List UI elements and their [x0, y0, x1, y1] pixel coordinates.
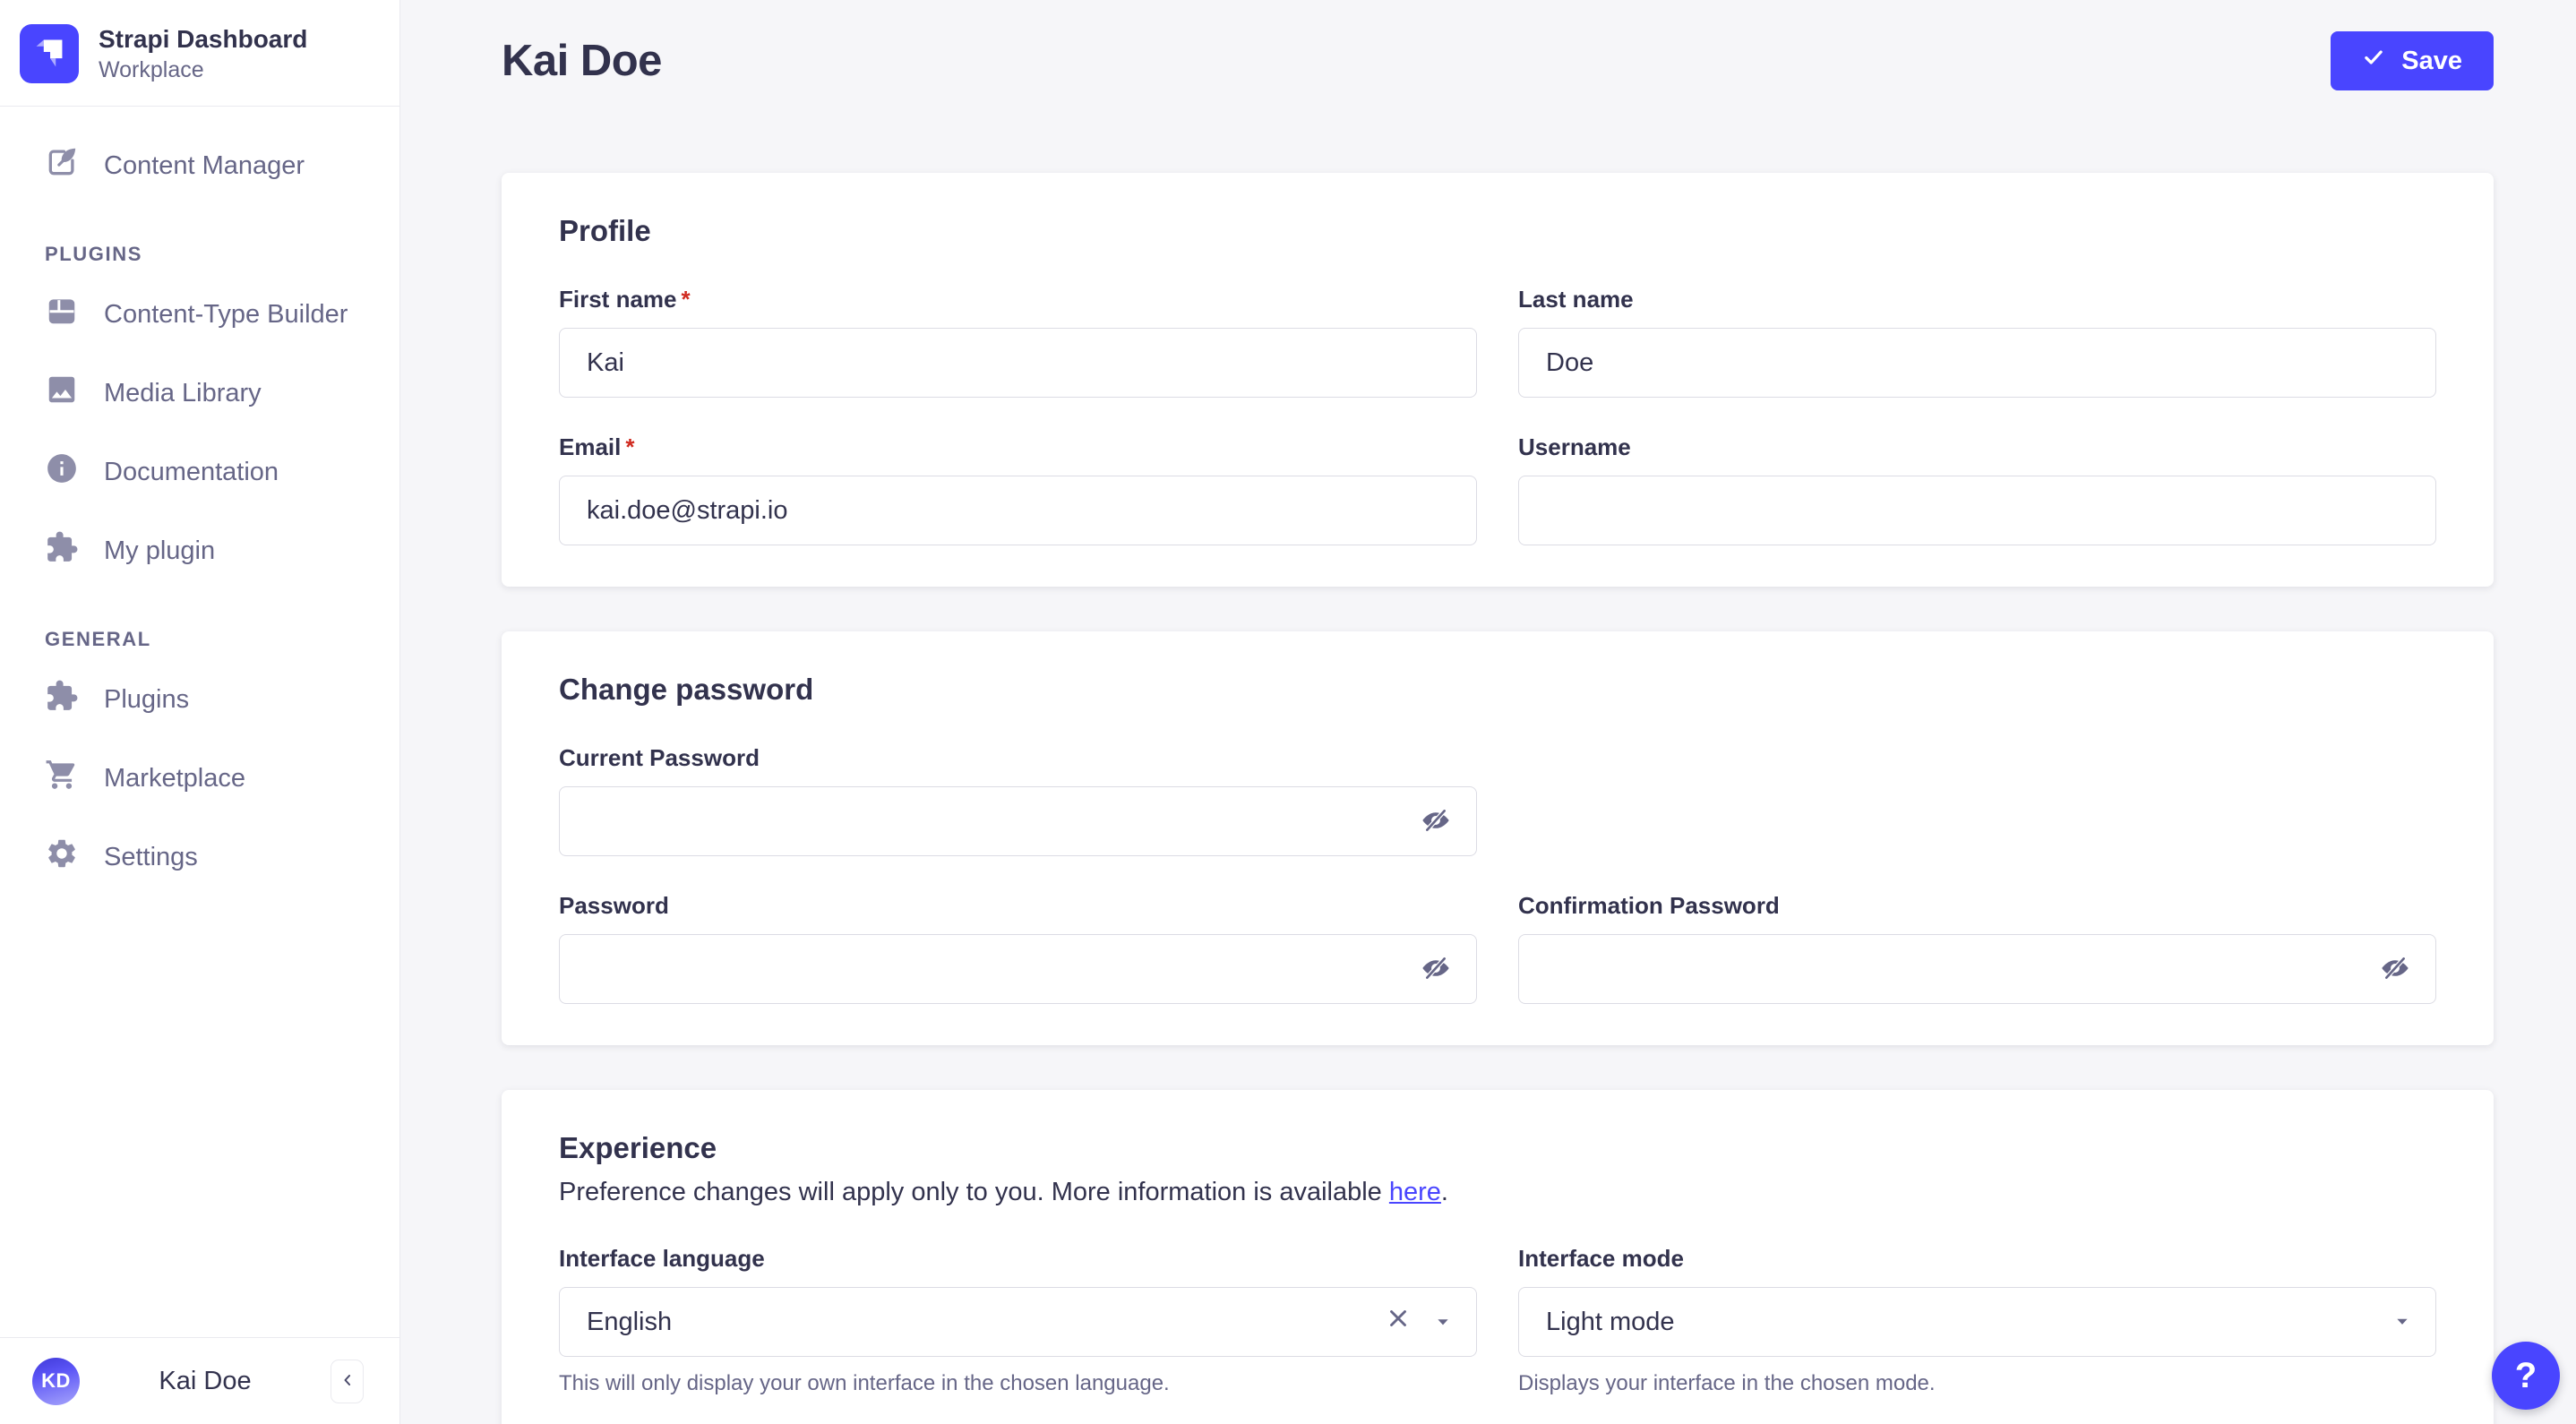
sidebar-item-settings[interactable]: Settings [0, 818, 399, 896]
first-name-input[interactable] [559, 328, 1477, 398]
change-password-card: Change password Current Password [502, 631, 2494, 1045]
sidebar-collapse-button[interactable] [331, 1359, 364, 1403]
brand-subtitle: Workplace [99, 57, 204, 82]
profile-card-title: Profile [559, 214, 651, 247]
toggle-password-visibility-button[interactable] [1418, 803, 1454, 839]
sidebar-nav: Content Manager PLUGINS Content-Type Bui… [0, 107, 399, 1424]
clear-x-icon[interactable] [1385, 1305, 1412, 1339]
help-button[interactable]: ? [2492, 1342, 2560, 1410]
interface-language-field-group: Interface language English [559, 1245, 1477, 1396]
gear-icon [45, 836, 79, 878]
user-name[interactable]: Kai Doe [159, 1366, 252, 1395]
last-name-input[interactable] [1518, 328, 2436, 398]
username-field-group: Username [1518, 433, 2436, 545]
email-label: Email [559, 433, 622, 460]
profile-card: Profile First name* Last name [502, 173, 2494, 587]
sidebar-item-marketplace[interactable]: Marketplace [0, 739, 399, 818]
eye-slash-icon [1421, 953, 1451, 986]
sidebar-item-plugins[interactable]: Plugins [0, 660, 399, 739]
interface-language-helper: This will only display your own interfac… [559, 1371, 1170, 1395]
change-password-title: Change password [559, 673, 814, 706]
image-icon [45, 373, 79, 414]
eye-slash-icon [2380, 953, 2410, 986]
password-label: Password [559, 892, 669, 919]
feather-edit-icon [45, 145, 79, 186]
confirmation-password-field-group: Confirmation Password [1518, 892, 2436, 1004]
sidebar-item-label: Content-Type Builder [104, 299, 348, 329]
sidebar-item-label: Marketplace [104, 763, 245, 793]
save-button[interactable]: Save [2331, 31, 2494, 90]
username-input[interactable] [1518, 476, 2436, 545]
toggle-password-visibility-button[interactable] [2377, 951, 2413, 987]
puzzle-icon [45, 530, 79, 571]
sidebar-section-plugins: PLUGINS [45, 243, 142, 265]
experience-card: Experience Preference changes will apply… [502, 1090, 2494, 1424]
first-name-label: First name [559, 286, 677, 313]
required-asterisk: * [625, 433, 635, 460]
current-password-field-group: Current Password [559, 744, 1477, 856]
info-circle-icon [45, 451, 79, 493]
sidebar-item-my-plugin[interactable]: My plugin [0, 511, 399, 590]
more-information-link[interactable]: here [1388, 1178, 1441, 1206]
avatar[interactable]: KD [32, 1357, 80, 1405]
sidebar-item-label: Content Manager [104, 150, 305, 180]
chevron-left-icon [339, 1371, 356, 1392]
current-password-label: Current Password [559, 744, 760, 771]
current-password-input[interactable] [559, 786, 1477, 856]
email-input[interactable] [559, 476, 1477, 545]
email-field-group: Email * [559, 433, 1477, 545]
required-asterisk: * [681, 286, 691, 313]
confirmation-password-label: Confirmation Password [1518, 892, 1780, 919]
question-mark-icon: ? [2514, 1355, 2537, 1395]
cart-icon [45, 758, 79, 799]
password-input[interactable] [559, 934, 1477, 1004]
interface-mode-label: Interface mode [1518, 1245, 1684, 1272]
eye-slash-icon [1421, 805, 1451, 838]
brand-title: Strapi Dashboard [99, 25, 308, 53]
first-name-field-group: First name * [559, 286, 1477, 398]
sidebar-item-label: Media Library [104, 378, 262, 407]
page-title: Kai Doe [502, 37, 662, 85]
confirmation-password-input[interactable] [1518, 934, 2436, 1004]
layout-icon [45, 294, 79, 335]
toggle-password-visibility-button[interactable] [1418, 951, 1454, 987]
chevron-down-icon[interactable] [1435, 1308, 1451, 1337]
sidebar: Strapi Dashboard Workplace Content Manag… [0, 0, 400, 1424]
chevron-down-icon[interactable] [2394, 1308, 2410, 1337]
experience-description: Preference changes will apply only to yo… [559, 1178, 1448, 1206]
puzzle-icon [45, 679, 79, 720]
sidebar-item-content-manager[interactable]: Content Manager [0, 126, 399, 205]
interface-mode-value: Light mode [1546, 1307, 1675, 1336]
sidebar-item-label: My plugin [104, 536, 216, 565]
interface-mode-select[interactable]: Light mode [1518, 1287, 2436, 1357]
experience-title: Experience [559, 1131, 717, 1164]
interface-language-value: English [587, 1307, 673, 1336]
check-icon [2362, 46, 2385, 76]
sidebar-item-label: Documentation [104, 457, 279, 486]
last-name-label: Last name [1518, 286, 1634, 313]
page-header: Kai Doe Save [502, 27, 2494, 95]
sidebar-section-general: GENERAL [45, 628, 151, 650]
password-field-group: Password [559, 892, 1477, 1004]
interface-language-label: Interface language [559, 1245, 765, 1272]
sidebar-item-content-type-builder[interactable]: Content-Type Builder [0, 275, 399, 354]
strapi-logo [20, 24, 79, 83]
brand[interactable]: Strapi Dashboard Workplace [0, 0, 399, 107]
sidebar-item-label: Settings [104, 842, 198, 871]
save-button-label: Save [2401, 46, 2462, 75]
interface-mode-helper: Displays your interface in the chosen mo… [1518, 1371, 1936, 1395]
last-name-field-group: Last name [1518, 286, 2436, 398]
main-content: Kai Doe Save Profile First name * [400, 0, 2576, 1424]
username-label: Username [1518, 433, 1631, 460]
sidebar-item-media-library[interactable]: Media Library [0, 354, 399, 433]
sidebar-item-label: Plugins [104, 684, 190, 714]
sidebar-user-row: KD Kai Doe [0, 1337, 399, 1424]
interface-mode-field-group: Interface mode Light mode Displays your … [1518, 1245, 2436, 1396]
sidebar-item-documentation[interactable]: Documentation [0, 433, 399, 511]
interface-language-select[interactable]: English [559, 1287, 1477, 1357]
